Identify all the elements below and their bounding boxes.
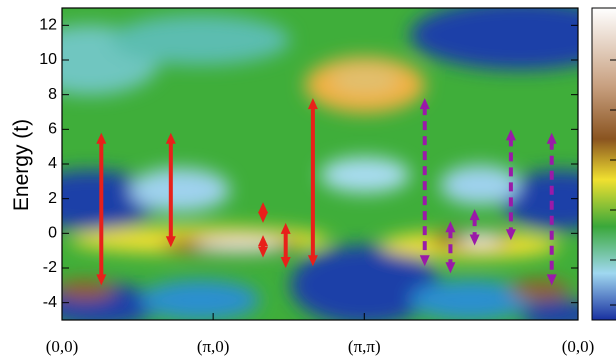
- arrow-head: [307, 255, 318, 267]
- y-tick-label: -4: [43, 294, 57, 311]
- arrow-head: [445, 262, 456, 274]
- y-tick-label: 8: [48, 86, 57, 103]
- arrow-head: [258, 246, 269, 258]
- arrow-head: [96, 132, 107, 144]
- y-tick-label: 10: [39, 51, 57, 68]
- arrow-head: [546, 132, 557, 144]
- arrow-head: [258, 235, 269, 247]
- y-tick-label: 4: [48, 155, 57, 172]
- arrow-head: [469, 234, 480, 246]
- y-tick-label: 2: [48, 190, 57, 207]
- x-tick-label: (0,0): [46, 337, 79, 356]
- arrow-head: [505, 129, 516, 141]
- x-tick-label: (π,0): [197, 337, 230, 356]
- colorbar-ticks: [610, 59, 616, 306]
- arrow-head: [280, 257, 291, 268]
- y-tick-label: 6: [48, 121, 57, 138]
- heatmap: [62, 8, 578, 320]
- arrow-head: [258, 202, 269, 214]
- colorbar: [591, 7, 616, 321]
- arrow-head: [280, 222, 291, 234]
- arrow-head: [469, 209, 480, 221]
- arrow-head: [307, 98, 318, 110]
- y-axis-label: Energy (t): [10, 119, 33, 211]
- y-tick-label: 12: [39, 17, 57, 34]
- y-tick-label: 0: [48, 225, 57, 242]
- arrow-head: [419, 98, 430, 110]
- arrow-head: [165, 132, 176, 144]
- arrow-head: [165, 236, 176, 248]
- x-tick-label: (0,0): [562, 337, 595, 356]
- y-tick-label: -2: [43, 259, 57, 276]
- arrow-head: [445, 221, 456, 233]
- arrow-head: [258, 211, 269, 223]
- x-tick-label: (π,π): [348, 337, 381, 356]
- arrow-head: [546, 274, 557, 286]
- arrow-head: [96, 274, 107, 286]
- arrow-head: [419, 255, 430, 267]
- arrow-head: [505, 229, 516, 241]
